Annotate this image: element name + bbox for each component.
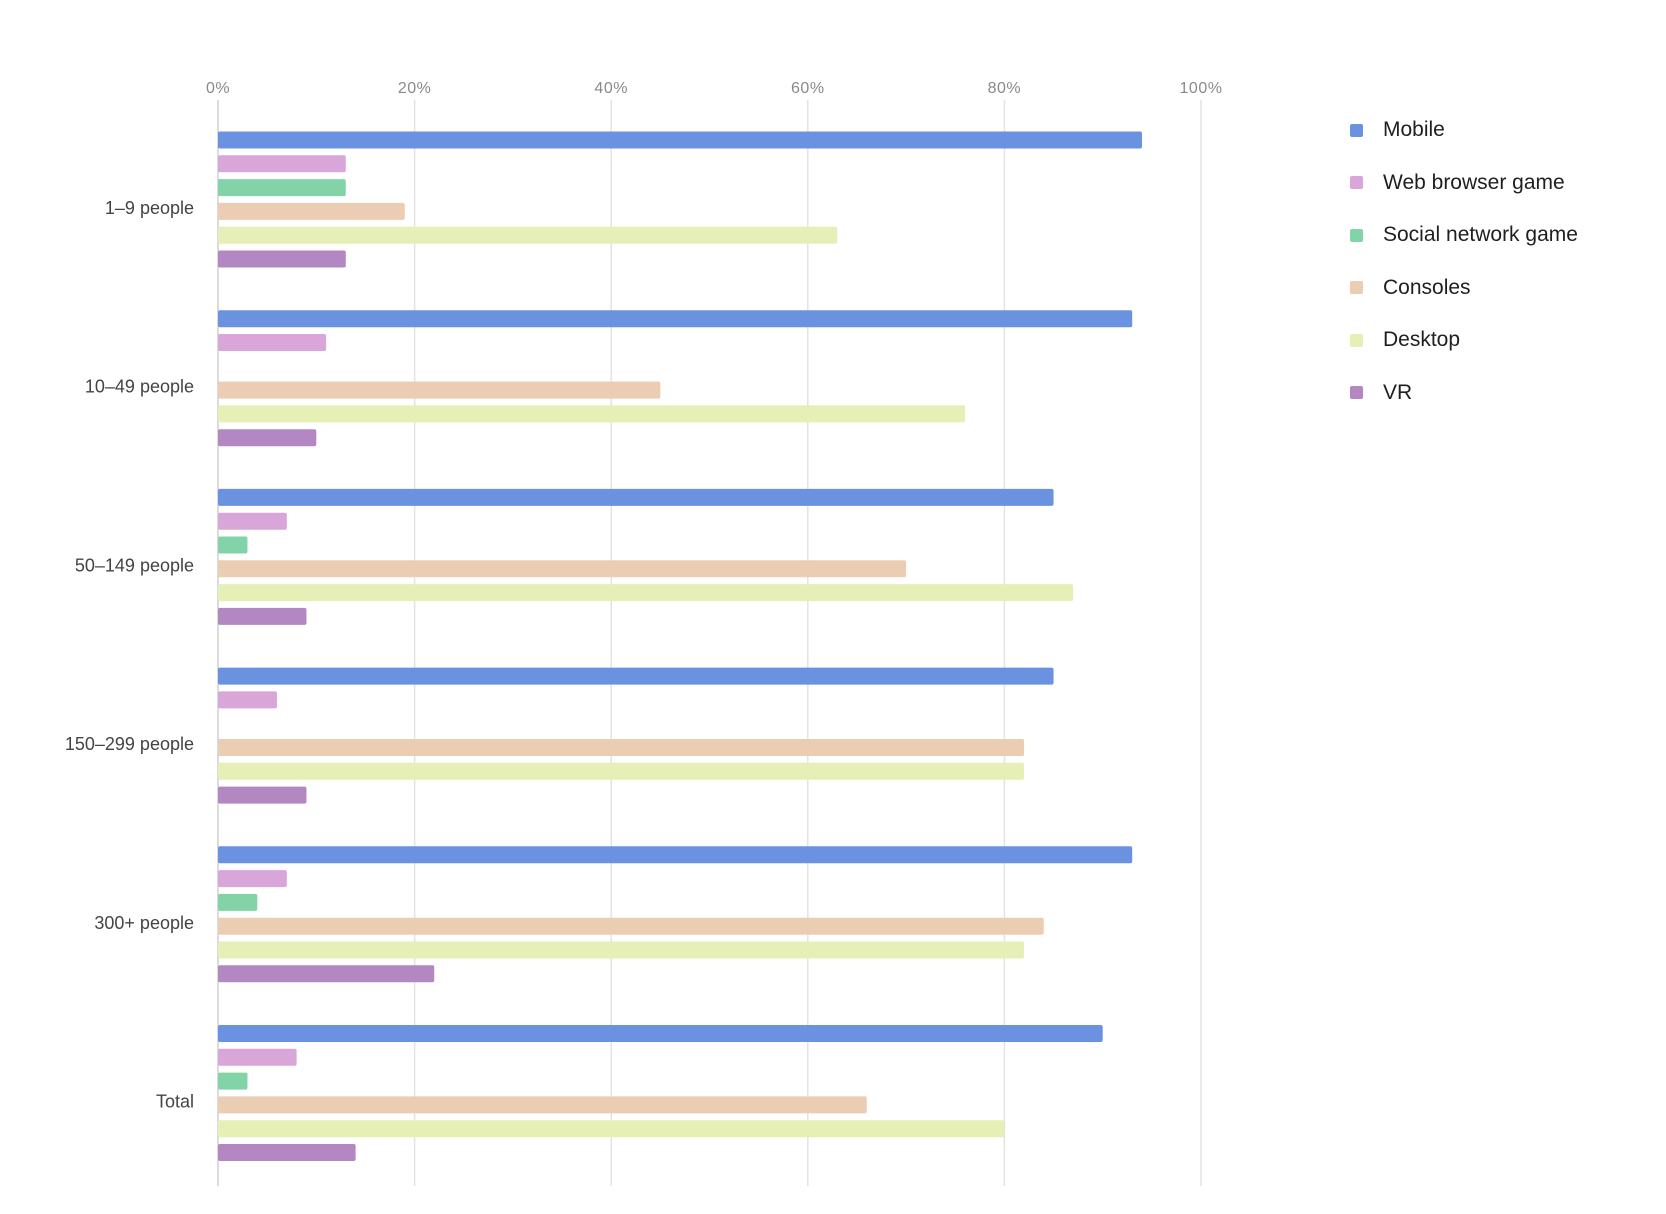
x-tick-label: 40%	[594, 80, 628, 97]
bar-desktop	[218, 1120, 1005, 1138]
legend-item: VR	[1350, 367, 1578, 420]
gridlines	[217, 100, 1202, 1186]
bars	[218, 131, 1143, 1161]
bar-mobile	[218, 488, 1054, 506]
legend-swatch	[1350, 228, 1363, 242]
bar-web-browser-game	[218, 1048, 297, 1066]
y-axis-categories: 1–9 people 10–49 people 50–149 people 150–2…	[65, 198, 194, 1112]
bar-web-browser-game	[218, 691, 277, 709]
bar-social-network-game	[218, 536, 248, 554]
bar-social-network-game	[218, 893, 258, 911]
bar-web-browser-game	[218, 334, 327, 351]
category-label: Total	[156, 1092, 194, 1112]
bar-consoles	[218, 202, 405, 220]
bar-desktop	[218, 405, 966, 423]
category-label: 10–49 people	[85, 377, 194, 397]
bar-vr	[218, 965, 435, 983]
bar-vr	[218, 429, 317, 447]
legend-label: Consoles	[1383, 275, 1471, 299]
bar-consoles	[218, 739, 1025, 756]
bar-desktop	[218, 762, 1025, 780]
bar-consoles	[218, 1096, 867, 1114]
bar-vr	[218, 250, 346, 268]
bar-mobile	[218, 667, 1054, 685]
bar-vr	[218, 786, 307, 804]
legend-item: Desktop	[1350, 314, 1578, 367]
bar-web-browser-game	[218, 870, 287, 888]
bar-social-network-game	[218, 1072, 248, 1090]
legend-item: Social network game	[1350, 209, 1578, 262]
bar-web-browser-game	[218, 155, 346, 173]
legend-label: Web browser game	[1383, 170, 1565, 194]
x-tick-label: 20%	[398, 80, 432, 97]
bar-consoles	[218, 381, 661, 399]
legend-swatch	[1350, 386, 1363, 400]
x-tick-label: 0%	[206, 80, 230, 97]
category-label: 150–299 people	[65, 734, 194, 754]
bar-mobile	[218, 846, 1133, 864]
legend-label: Social network game	[1383, 223, 1578, 247]
bar-mobile	[218, 1025, 1103, 1042]
x-tick-label: 60%	[791, 80, 825, 97]
bar-desktop	[218, 226, 838, 244]
bar-web-browser-game	[218, 512, 287, 530]
bar-mobile	[218, 131, 1143, 149]
legend-swatch	[1350, 176, 1363, 190]
legend-item: Web browser game	[1350, 157, 1578, 210]
legend-item: Mobile	[1350, 104, 1578, 157]
category-label: 300+ people	[94, 913, 194, 933]
bar-consoles	[218, 917, 1044, 935]
legend-swatch	[1350, 123, 1363, 137]
bar-consoles	[218, 560, 907, 578]
category-label: 1–9 people	[105, 198, 194, 218]
category-label: 50–149 people	[75, 555, 194, 575]
legend-item: Consoles	[1350, 262, 1578, 315]
legend-label: VR	[1383, 380, 1413, 404]
x-axis-ticks: 0% 20% 40% 60% 80% 100%	[206, 80, 1223, 97]
legend-swatch	[1350, 281, 1363, 295]
legend-label: Desktop	[1383, 328, 1461, 352]
bar-desktop	[218, 941, 1025, 959]
bar-social-network-game	[218, 179, 346, 197]
legend-swatch	[1350, 333, 1363, 347]
bar-desktop	[218, 584, 1074, 602]
legend-label: Mobile	[1383, 118, 1445, 142]
legend: Mobile Web browser game Social network gam…	[1350, 104, 1578, 419]
bar-vr	[218, 607, 307, 625]
bar-vr	[218, 1144, 356, 1161]
x-tick-label: 80%	[988, 80, 1022, 97]
x-tick-label: 100%	[1180, 80, 1223, 97]
bar-mobile	[218, 310, 1133, 328]
